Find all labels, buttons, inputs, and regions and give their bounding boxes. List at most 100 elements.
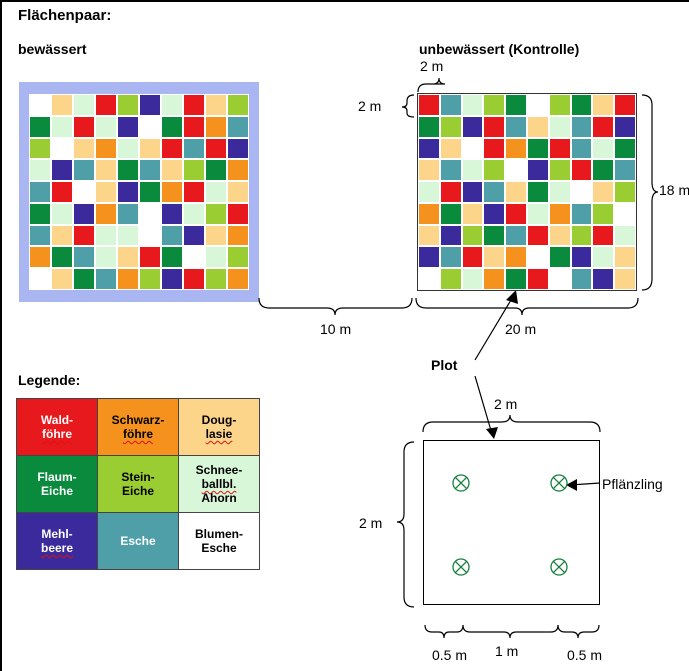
irrigated-field-cell bbox=[139, 137, 161, 160]
control-field-cell bbox=[526, 137, 549, 160]
irrigated-field-cell bbox=[73, 159, 95, 182]
control-field-cell bbox=[548, 202, 571, 225]
legend-label-line1: Schwarz- bbox=[111, 413, 165, 427]
irrigated-field-cell bbox=[161, 137, 183, 160]
control-field-cell bbox=[483, 181, 506, 203]
irrigated-field-cell bbox=[139, 115, 161, 138]
irrigated-field-cell bbox=[161, 246, 183, 269]
control-field-cell bbox=[483, 224, 506, 247]
control-field-cell bbox=[526, 94, 549, 116]
irrigated-field-cell bbox=[183, 159, 205, 182]
irrigated-field-cell bbox=[117, 159, 139, 182]
irrigated-field-cell bbox=[227, 94, 249, 116]
irrigated-field-cell bbox=[205, 159, 227, 182]
gap-label: 10 m bbox=[320, 321, 352, 337]
spacing-mid-label: 1 m bbox=[495, 643, 519, 659]
field-height-brace bbox=[641, 94, 659, 291]
legend-cell-schwarzfoehre: Schwarz-föhre bbox=[97, 398, 179, 456]
irrigated-field-cell bbox=[29, 181, 51, 203]
control-field-cell bbox=[505, 202, 527, 225]
irrigated-field-cell bbox=[117, 137, 139, 160]
control-field-grid bbox=[418, 94, 636, 290]
control-field-cell bbox=[614, 202, 636, 225]
irrigated-field-cell bbox=[183, 181, 205, 203]
irrigated-field-grid bbox=[29, 94, 249, 290]
irrigated-field-cell bbox=[205, 115, 227, 138]
irrigated-field-cell bbox=[29, 268, 51, 290]
control-field-cell bbox=[614, 268, 636, 290]
irrigated-field-cell bbox=[73, 224, 95, 247]
control-field-cell bbox=[526, 224, 549, 247]
control-field-cell bbox=[570, 137, 593, 160]
irrigated-field-cell bbox=[139, 246, 161, 269]
irrigated-field-cell bbox=[117, 181, 139, 203]
irrigated-field-cell bbox=[227, 224, 249, 247]
control-field-cell bbox=[592, 246, 615, 269]
irrigated-field-cell bbox=[73, 137, 95, 160]
irrigated-field-cell bbox=[29, 115, 51, 138]
irrigated-field-cell bbox=[95, 268, 117, 290]
irrigated-field-cell bbox=[51, 181, 73, 203]
control-field-cell bbox=[461, 159, 484, 182]
control-field-cell bbox=[614, 115, 636, 138]
irrigated-field-cell bbox=[117, 115, 139, 138]
irrigated-field-cell bbox=[95, 159, 117, 182]
irrigated-field-cell bbox=[205, 202, 227, 225]
irrigated-field-cell bbox=[205, 268, 227, 290]
irrigated-field-cell bbox=[29, 224, 51, 247]
control-field-cell bbox=[439, 202, 462, 225]
control-field-cell bbox=[461, 224, 484, 247]
control-field-cell bbox=[461, 137, 484, 160]
legend-table: Wald-föhre Schwarz-föhre Doug-lasie Flaum- E… bbox=[16, 398, 260, 570]
control-field-cell bbox=[614, 94, 636, 116]
control-field-cell bbox=[548, 94, 571, 116]
control-field-border bbox=[417, 93, 637, 291]
irrigated-field-cell bbox=[183, 137, 205, 160]
plot-width-brace bbox=[422, 414, 601, 433]
irrigated-field-cell bbox=[73, 246, 95, 269]
control-field-cell bbox=[418, 115, 440, 138]
control-field-cell bbox=[505, 94, 527, 116]
control-field-cell bbox=[614, 224, 636, 247]
plot-height-brace bbox=[396, 441, 415, 608]
legend-cell-waldfoehre: Wald-föhre bbox=[16, 398, 98, 456]
irrigated-field-cell bbox=[183, 115, 205, 138]
irrigated-field-cell bbox=[161, 94, 183, 116]
control-field-cell bbox=[570, 246, 593, 269]
control-field-cell bbox=[483, 137, 506, 160]
irrigated-field-cell bbox=[139, 224, 161, 247]
legend-cell-flaumeiche: Flaum- Eiche bbox=[16, 455, 98, 513]
irrigated-field-cell bbox=[227, 268, 249, 290]
spacing-left-brace bbox=[424, 624, 464, 639]
control-field-cell bbox=[505, 159, 527, 182]
irrigated-field-cell bbox=[95, 202, 117, 225]
control-field-cell bbox=[505, 268, 527, 290]
spacing-mid-brace bbox=[462, 624, 559, 639]
control-field-cell bbox=[439, 137, 462, 160]
control-field-cell bbox=[570, 181, 593, 203]
control-field-cell bbox=[592, 181, 615, 203]
legend-label-line1: Mehl- bbox=[41, 527, 73, 541]
irrigated-field-cell bbox=[117, 224, 139, 247]
control-label: unbewässert (Kontrolle) bbox=[419, 41, 580, 57]
field-width-brace bbox=[415, 297, 639, 316]
legend-cell-blumenesche: Blumen- Esche bbox=[178, 512, 260, 570]
control-field-cell bbox=[548, 159, 571, 182]
control-field-cell bbox=[439, 268, 462, 290]
control-field-cell bbox=[548, 246, 571, 269]
irrigated-field-cell bbox=[161, 224, 183, 247]
control-field-cell bbox=[461, 94, 484, 116]
irrigated-field-cell bbox=[205, 181, 227, 203]
irrigated-field-cell bbox=[29, 246, 51, 269]
irrigated-field-cell bbox=[51, 137, 73, 160]
legend-label-line2: Eiche bbox=[40, 484, 73, 498]
field-height-label: 18 m bbox=[659, 182, 689, 198]
irrigated-field-cell bbox=[95, 137, 117, 160]
irrigated-field-cell bbox=[73, 94, 95, 116]
control-field-cell bbox=[505, 181, 527, 203]
legend-label-line1: Esche bbox=[120, 534, 156, 548]
spacing-left-label: 0.5 m bbox=[432, 647, 468, 663]
plot-arrow-up-line bbox=[474, 294, 515, 361]
control-field-cell bbox=[570, 115, 593, 138]
